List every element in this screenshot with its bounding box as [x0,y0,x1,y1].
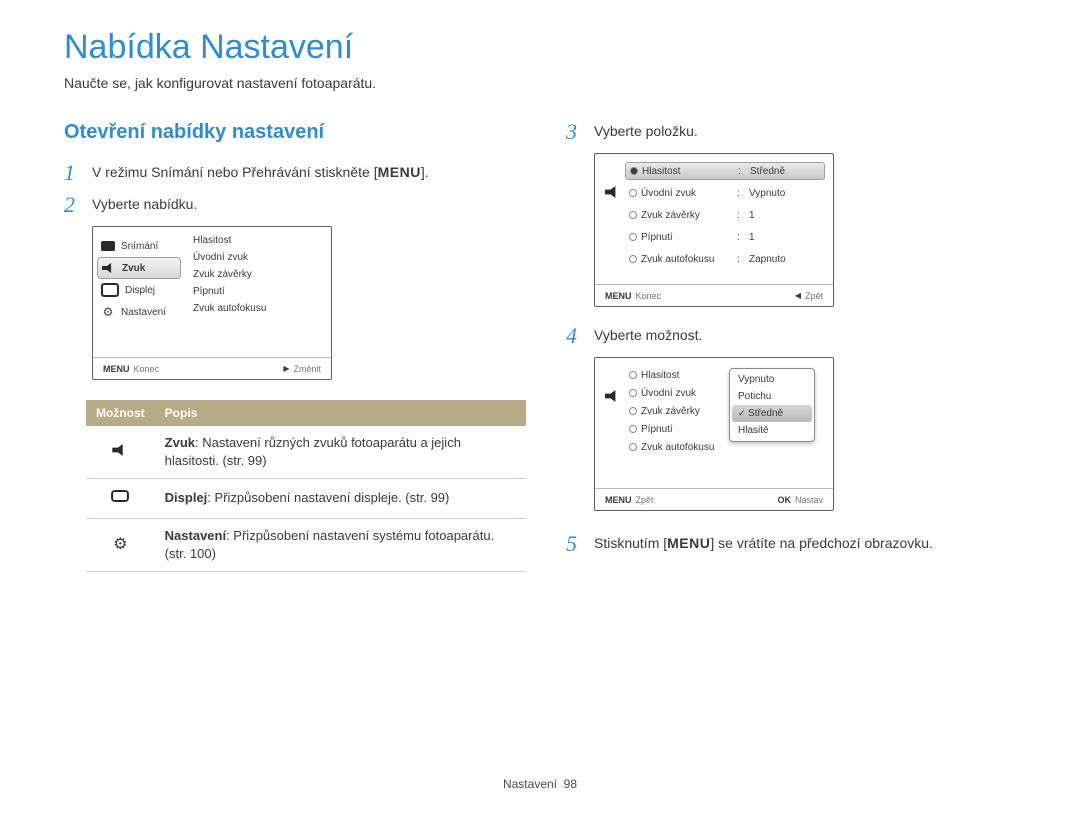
list-item[interactable]: Pípnutí [629,420,745,438]
menu-key: MENU [378,164,421,180]
menu-option[interactable]: Zvuk autofokusu [193,303,321,314]
table-row: Displej: Přizpůsobení nastavení displeje… [86,479,526,518]
list-item[interactable]: Pípnutí:1 [629,228,821,246]
list-item[interactable]: Zvuk závěrky:1 [629,206,821,224]
list-item[interactable]: Zvuk autofokusu:Zapnuto [629,250,821,268]
page-subtitle: Naučte se, jak konfigurovat nastavení fo… [64,75,1016,91]
list-item[interactable]: Zvuk závěrky [629,402,745,420]
step-2: 2 Vyberte nabídku. [64,194,526,216]
item-screen: Hlasitost:Středně Úvodní zvuk:Vypnuto Zv… [594,153,834,307]
row-desc: Displej: Přizpůsobení nastavení displeje… [155,479,526,518]
menu-screen: Snímání Zvuk Displej Nastavení Hlasitost… [92,226,332,380]
menu-bottom-bar: MENU Konec ◀ Zpět [595,284,833,306]
row-desc: Nastavení: Přizpůsobení nastavení systém… [155,518,526,571]
option-table: Možnost Popis Zvuk: Nastavení různých zv… [86,400,526,572]
section-heading: Otevření nabídky nastavení [64,121,526,144]
menu-key-label: MENU [103,364,130,374]
sound-icon [605,186,621,198]
sound-icon [86,426,155,479]
menu-option[interactable]: Pípnutí [193,286,321,297]
step-text: Stisknutím [MENU] se vrátíte na předchoz… [594,533,933,554]
list-item[interactable]: Hlasitost [629,366,745,384]
gear-icon: ⚙ [86,518,155,571]
list-item[interactable]: Zvuk autofokusu [629,438,745,456]
list-item[interactable]: Úvodní zvuk [629,384,745,402]
menu-left-pane: Snímání Zvuk Displej Nastavení [93,227,185,357]
display-icon [86,479,155,518]
menu-key-label: MENU [605,291,632,301]
sound-icon [605,390,621,402]
row-desc: Zvuk: Nastavení různých zvuků fotoaparát… [155,426,526,479]
right-column: 3 Vyberte položku. Hlasitost:Středně Úvo… [566,121,1016,572]
menu-tab-display[interactable]: Displej [93,279,185,301]
step-text: Vyberte možnost. [594,325,702,346]
dropdown-option[interactable]: Potichu [732,388,812,405]
page-title: Nabídka Nastavení [64,28,1016,67]
dropdown-option[interactable]: Vypnuto [732,371,812,388]
step-number: 4 [566,325,584,347]
menu-key-label: MENU [605,495,632,505]
dropdown-popup: Vypnuto Potichu Středně Hlasitě [729,368,815,442]
dropdown-option[interactable]: Hlasitě [732,422,812,439]
step-text: Vyberte položku. [594,121,698,142]
step-number: 2 [64,194,82,216]
table-row: ⚙ Nastavení: Přizpůsobení nastavení syst… [86,518,526,571]
list-item[interactable]: Úvodní zvuk:Vypnuto [629,184,821,202]
menu-option[interactable]: Hlasitost [193,235,321,246]
menu-tab-settings[interactable]: Nastavení [93,301,185,323]
right-arrow-icon: ▶ [283,364,289,373]
menu-option[interactable]: Zvuk závěrky [193,269,321,280]
menu-bottom-bar: MENU Zpět OK Nastav [595,488,833,510]
menu-option[interactable]: Úvodní zvuk [193,252,321,263]
table-row: Zvuk: Nastavení různých zvuků fotoaparát… [86,426,526,479]
step-number: 3 [566,121,584,143]
menu-key: MENU [667,535,710,551]
step-number: 5 [566,533,584,555]
th-option: Možnost [86,400,155,426]
step-5: 5 Stisknutím [MENU] se vrátíte na předch… [566,533,1016,555]
page-footer: Nastavení 98 [0,777,1080,791]
step-4: 4 Vyberte možnost. [566,325,1016,347]
menu-bottom-bar: MENU Konec ▶ Změnit [93,357,331,379]
dropdown-option[interactable]: Středně [732,405,812,422]
ok-key-label: OK [777,495,791,505]
menu-right-pane: Hlasitost Úvodní zvuk Zvuk závěrky Pípnu… [185,227,331,357]
step-text: V režimu Snímání nebo Přehrávání stiskně… [92,162,429,183]
option-screen: Hlasitost Úvodní zvuk Zvuk závěrky Pípnu… [594,357,834,511]
th-desc: Popis [155,400,526,426]
step-3: 3 Vyberte položku. [566,121,1016,143]
step-text: Vyberte nabídku. [92,194,197,215]
left-column: Otevření nabídky nastavení 1 V režimu Sn… [64,121,526,572]
menu-tab-shoot[interactable]: Snímání [93,235,185,257]
menu-tab-sound[interactable]: Zvuk [97,257,181,279]
step-number: 1 [64,162,82,184]
list-item[interactable]: Hlasitost:Středně [625,162,825,180]
left-arrow-icon: ◀ [795,291,801,300]
step-1: 1 V režimu Snímání nebo Přehrávání stisk… [64,162,526,184]
